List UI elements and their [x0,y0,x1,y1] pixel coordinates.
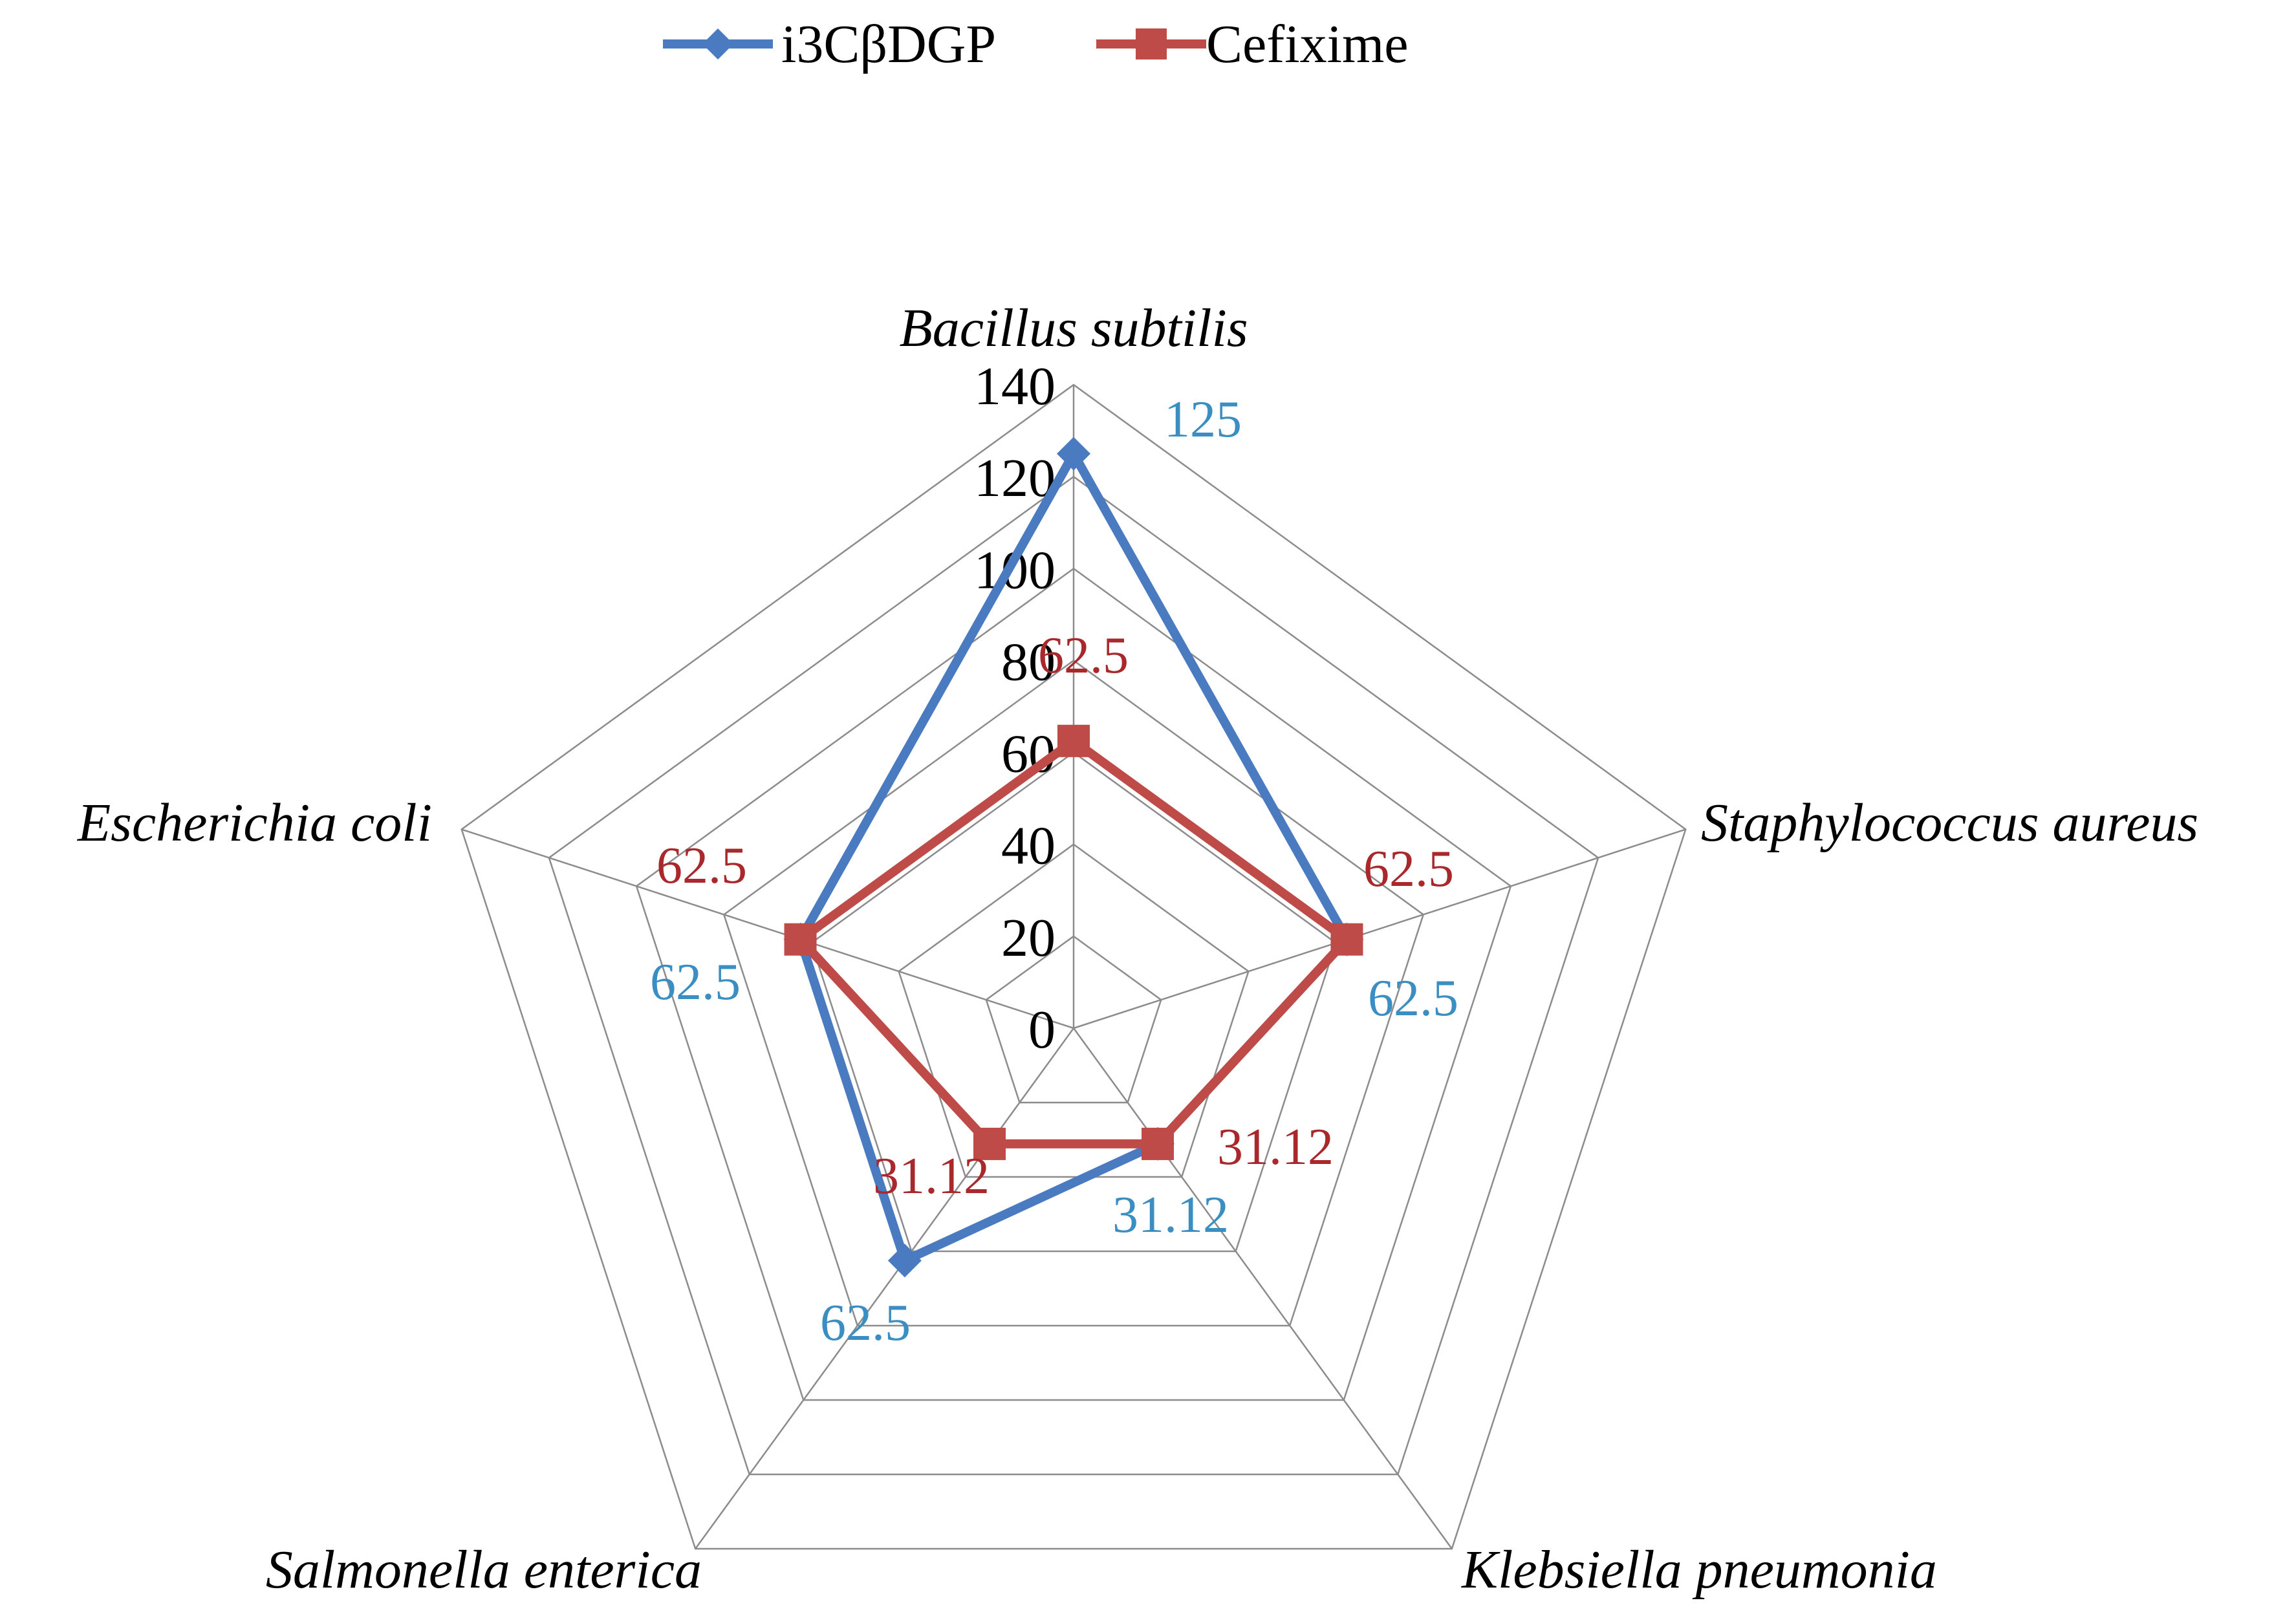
legend-label: i3CβDGP [781,14,996,74]
data-point [1142,1127,1175,1160]
data-series [783,436,1364,1278]
data-point [1057,436,1090,471]
category-label: Bacillus subtilis [899,298,1248,358]
category-label: Escherichia coli [77,793,432,853]
grid-ring [722,659,1425,1327]
data-point [887,1244,922,1278]
radial-tick-label: 0 [1028,1000,1056,1060]
series-line [796,736,1352,1148]
legend-item-1: Cefixime [1096,14,1409,74]
grid-spoke [695,1028,1075,1549]
category-label: Klebsiella pneumonia [1461,1540,1937,1600]
radial-tick-label: 40 [1001,816,1056,876]
data-label: 62.5 [1368,970,1458,1027]
data-label: 62.5 [656,837,747,894]
grid-ring [460,383,1687,1550]
data-label: 62.5 [1363,841,1454,898]
grid-spoke [1073,828,1686,1029]
data-point [973,1127,1006,1160]
legend-marker [1136,28,1167,59]
radar-grid [460,383,1687,1550]
radial-tick-label: 140 [974,356,1056,416]
data-label: 62.5 [820,1295,911,1352]
legend-label: Cefixime [1206,14,1409,74]
grid-ring [810,751,1338,1253]
series-1 [784,724,1363,1160]
radial-tick-label: 80 [1001,632,1056,692]
grid-spoke [1072,1028,1453,1549]
data-label: 31.12 [873,1148,990,1205]
data-point [1330,923,1363,956]
data-label: 62.5 [1038,627,1129,684]
grid-ring [985,935,1162,1104]
category-label: Salmonella enterica [266,1540,702,1600]
data-label: 31.12 [1112,1187,1229,1244]
data-point [1057,724,1090,757]
radial-tick-label: 120 [974,448,1056,508]
legend: i3CβDGP Cefixime [663,14,1409,74]
grid-ring [548,475,1599,1476]
radial-tick-label: 20 [1001,908,1056,968]
data-point [784,923,817,956]
data-label: 62.5 [650,954,741,1011]
data-labels: 125 62.5 31.12 62.5 62.5 62.5 62.5 31.12 31.12 62… [650,391,1458,1352]
grid-spoke [461,828,1074,1029]
grid-ring [635,567,1512,1401]
category-labels: Bacillus subtilis Staphylococcus aureus Kl… [77,298,2198,1600]
legend-marker [702,28,733,59]
series-line [796,449,1352,1266]
data-label: 31.12 [1217,1119,1334,1176]
category-label: Staphylococcus aureus [1701,793,2198,853]
grid-ring [898,843,1250,1178]
data-label: 125 [1164,391,1242,448]
legend-item-0: i3CβDGP [663,14,996,74]
